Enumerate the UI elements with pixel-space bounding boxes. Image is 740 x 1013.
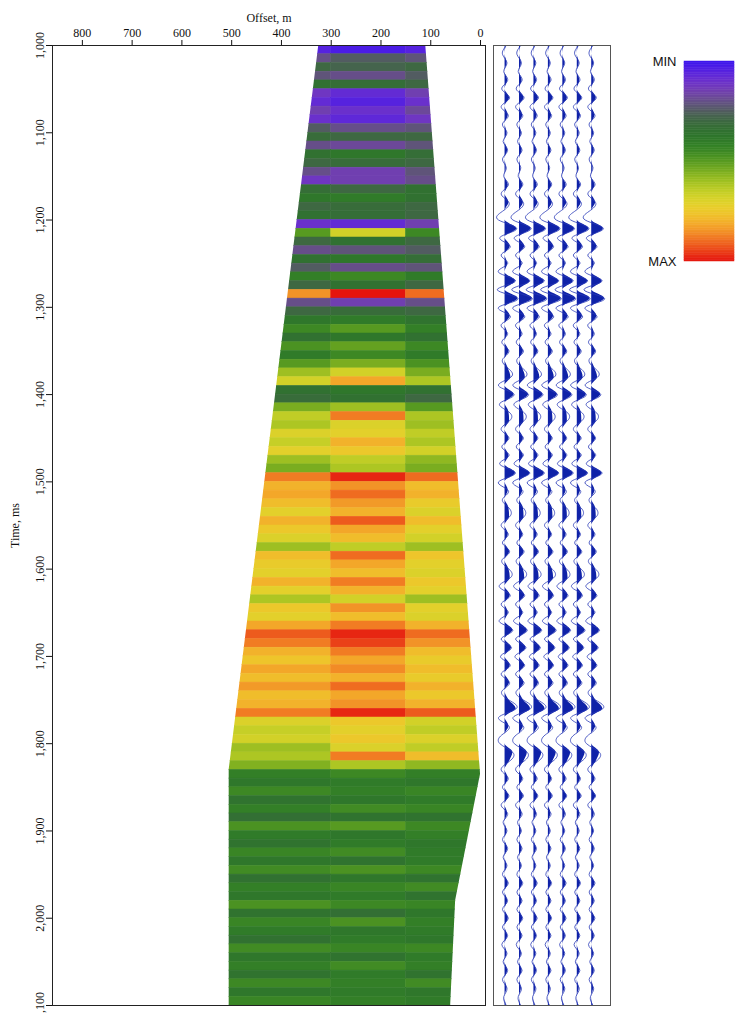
- svg-text:1,600: 1,600: [33, 556, 47, 583]
- svg-text:600: 600: [173, 26, 191, 40]
- svg-text:MAX: MAX: [648, 254, 677, 269]
- svg-text:Time, ms: Time, ms: [8, 503, 22, 548]
- svg-text:700: 700: [123, 26, 141, 40]
- svg-text:2,000: 2,000: [33, 905, 47, 932]
- svg-text:1,700: 1,700: [33, 643, 47, 670]
- svg-text:1,900: 1,900: [33, 817, 47, 844]
- svg-text:MIN: MIN: [653, 54, 677, 69]
- svg-text:Offset, m: Offset, m: [246, 11, 292, 25]
- svg-text:100: 100: [422, 26, 440, 40]
- svg-text:2,100: 2,100: [33, 992, 47, 1013]
- svg-text:1,200: 1,200: [33, 207, 47, 234]
- svg-text:1,100: 1,100: [33, 119, 47, 146]
- svg-text:500: 500: [223, 26, 241, 40]
- svg-text:1,000: 1,000: [33, 32, 47, 59]
- svg-text:1,300: 1,300: [33, 294, 47, 321]
- svg-text:0: 0: [478, 26, 484, 40]
- svg-text:300: 300: [322, 26, 340, 40]
- svg-text:1,400: 1,400: [33, 381, 47, 408]
- svg-text:400: 400: [272, 26, 290, 40]
- svg-text:800: 800: [73, 26, 91, 40]
- svg-text:1,800: 1,800: [33, 730, 47, 757]
- svg-text:200: 200: [372, 26, 390, 40]
- svg-text:1,500: 1,500: [33, 468, 47, 495]
